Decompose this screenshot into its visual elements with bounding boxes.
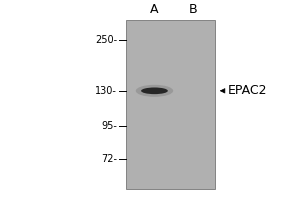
Text: B: B	[189, 3, 197, 16]
Text: EPAC2: EPAC2	[227, 84, 267, 97]
Text: 130-: 130-	[95, 86, 117, 96]
Ellipse shape	[136, 85, 173, 97]
Text: 72-: 72-	[101, 154, 117, 164]
Text: 95-: 95-	[101, 121, 117, 131]
Bar	[126, 20, 215, 189]
Text: A: A	[150, 3, 159, 16]
Ellipse shape	[141, 87, 168, 94]
Text: 250-: 250-	[95, 35, 117, 45]
